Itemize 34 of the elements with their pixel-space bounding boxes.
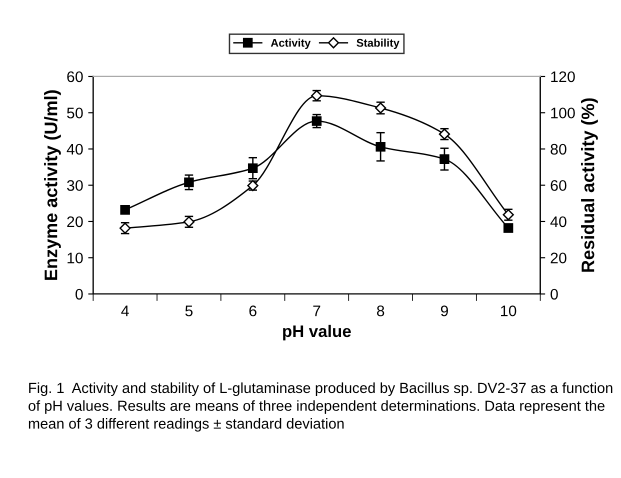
point xyxy=(503,223,514,233)
y-tick-label: 30 xyxy=(67,180,83,191)
y2-tick-label: 40 xyxy=(550,216,566,228)
point xyxy=(312,116,322,126)
x-tick-label: 6 xyxy=(249,305,256,316)
y-axis-title: Enzyme activity (U/ml) xyxy=(44,90,61,280)
x-tick-label: 9 xyxy=(440,305,448,316)
x-tick-label: 7 xyxy=(313,306,320,316)
x-tick-label: 4 xyxy=(121,306,129,316)
legend-label: Activity xyxy=(270,38,311,49)
legend-label: Stability xyxy=(356,38,400,49)
y2-tick-label: 0 xyxy=(550,288,558,300)
point xyxy=(376,142,386,152)
point xyxy=(248,163,258,174)
x-tick-label: 10 xyxy=(501,305,516,316)
point xyxy=(120,205,130,215)
x-tick-label: 8 xyxy=(377,305,384,316)
point xyxy=(440,154,450,164)
y-tick-label: 20 xyxy=(67,216,83,228)
y-tick-label: 60 xyxy=(67,71,83,82)
y2-axis-title: Residual activity (%) xyxy=(581,98,598,272)
caption: Fig. 1 Activity and stability of L-glutaminase produced by Bacillus sp. DV2-37 as a function of pH values. Results are means of three independent determinations. Data represent the mean of 3 different readings ± standard deviation xyxy=(28,382,612,432)
y-tick-label: 40 xyxy=(66,144,83,155)
y2-tick-label: 120 xyxy=(551,71,575,82)
y2-tick-label: 60 xyxy=(550,180,566,191)
y-tick-label: 50 xyxy=(67,108,83,118)
y-tick-label: 10 xyxy=(68,252,83,264)
x-axis-title: pH value xyxy=(283,324,351,340)
y2-tick-label: 20 xyxy=(550,252,566,264)
y-tick-label: 0 xyxy=(76,288,83,300)
y2-tick-label: 80 xyxy=(550,144,566,155)
x-tick-label: 5 xyxy=(185,306,193,316)
point xyxy=(184,177,194,188)
y2-tick-label: 100 xyxy=(551,108,575,118)
